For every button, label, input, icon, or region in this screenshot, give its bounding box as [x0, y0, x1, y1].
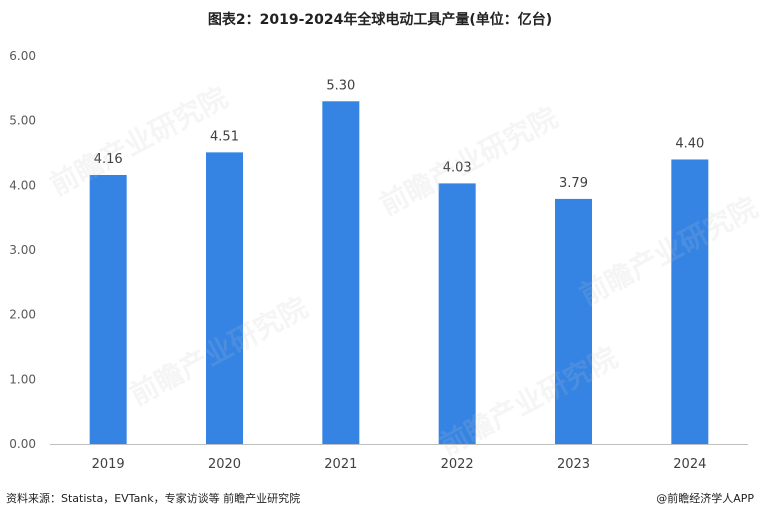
- footer: 资料来源：Statista，EVTank，专家访谈等 前瞻产业研究院 @前瞻经济…: [6, 490, 754, 508]
- y-tick-label: 1.00: [9, 372, 36, 386]
- bar: [555, 198, 592, 444]
- brand-credit: @前瞻经济学人APP: [656, 492, 754, 505]
- y-tick-label: 6.00: [9, 49, 36, 63]
- bar: [89, 174, 127, 444]
- y-tick-label: 2.00: [9, 308, 36, 322]
- x-tick-label: 2019: [92, 457, 125, 472]
- y-tick-label: 4.00: [9, 178, 36, 192]
- data-label: 4.51: [210, 129, 239, 144]
- x-tick-label: 2022: [441, 457, 474, 472]
- bar: [671, 159, 709, 444]
- x-tick-label: 2021: [324, 457, 357, 472]
- data-label: 4.16: [94, 152, 123, 167]
- bar: [322, 101, 360, 445]
- source-note: 资料来源：Statista，EVTank，专家访谈等 前瞻产业研究院: [6, 492, 301, 505]
- bar: [206, 152, 243, 444]
- data-label: 3.79: [559, 176, 588, 191]
- bars: 4.16 4.51 5.30 4.03 3.79 4.40: [89, 78, 709, 445]
- y-tick-label: 3.00: [9, 243, 36, 257]
- data-label: 5.30: [326, 78, 355, 93]
- data-label: 4.40: [675, 136, 704, 151]
- bar: [438, 183, 476, 445]
- x-tick-label: 2020: [208, 457, 241, 472]
- x-tick-label: 2023: [557, 457, 590, 472]
- chart-title: 图表2：2019-2024年全球电动工具产量(单位：亿台): [207, 12, 553, 28]
- y-tick-label: 0.00: [9, 437, 36, 451]
- data-label: 4.03: [443, 160, 472, 175]
- y-tick-label: 5.00: [9, 114, 36, 128]
- axes: 0.00 1.00 2.00 3.00 4.00 5.00 6.00 2019 2020 2021…: [9, 49, 748, 472]
- x-tick-label: 2024: [673, 457, 706, 472]
